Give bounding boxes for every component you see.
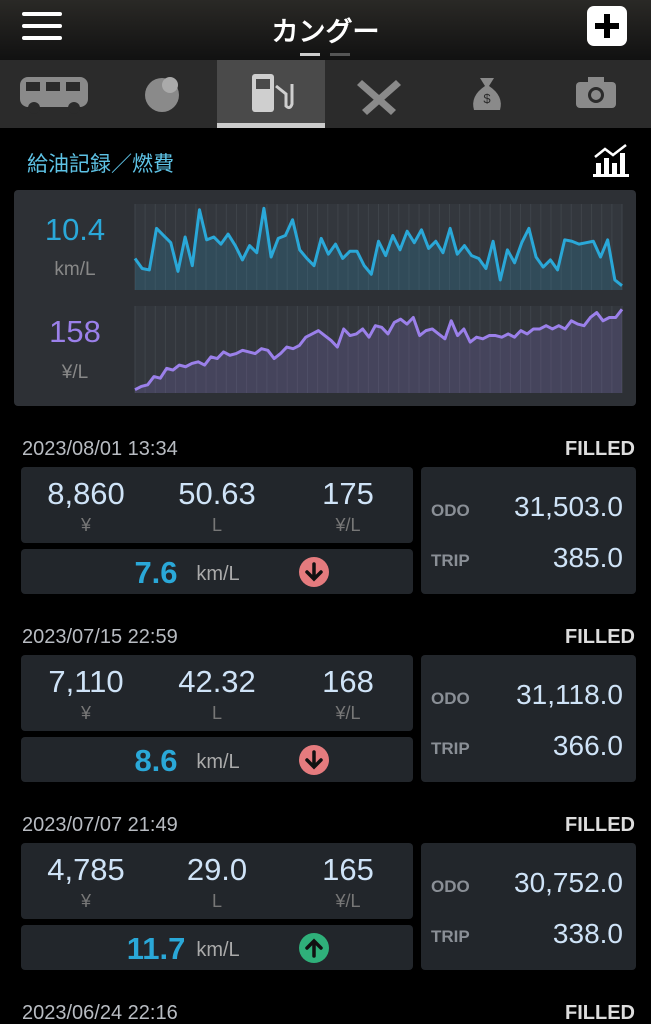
efficiency-box[interactable] [21,737,413,782]
trip-label: TRIP [431,739,470,758]
avg-price: 158 [49,314,101,349]
odo-box[interactable] [421,467,636,594]
record-cost: 7,110 [48,664,124,699]
odo-label: ODO [431,501,470,520]
record-liters: 29.0 [186,852,248,887]
tab-expense[interactable]: $ [473,78,501,110]
page-dot [300,53,320,56]
record-cost-unit: ¥ [80,515,92,535]
record-price-unit: ¥/L [335,891,361,911]
trend-icon [299,745,329,775]
efficiency-box[interactable] [21,549,413,594]
fuel-box[interactable] [21,467,413,543]
menu-button[interactable] [22,12,62,42]
record-efficiency-unit: km/L [196,563,240,585]
odo-label: ODO [431,689,470,708]
record-cost: 8,860 [47,476,125,511]
odo-label: ODO [431,877,470,896]
odo-value: 31,118.0 [516,679,623,710]
trend-icon [299,557,329,587]
sparklines [133,204,624,393]
record-liters: 50.63 [178,476,256,511]
chart-panel: 10.4 km/L 158 ¥/L [14,190,636,406]
record-liters-unit: L [211,515,223,535]
tab-bar: $ [0,60,651,128]
top-bar: カングー [0,0,651,60]
record-date: 2023/08/01 13:34 [22,438,178,460]
record-date: 2023/06/24 22:16 [22,1002,178,1024]
svg-text:$: $ [483,91,491,106]
chart-button[interactable] [593,143,629,177]
spark-area [135,309,622,393]
record-efficiency-unit: km/L [196,939,240,961]
tab-map[interactable] [145,77,179,112]
record-efficiency-unit: km/L [196,751,240,773]
trip-value: 338.0 [552,918,623,949]
spark-line [133,206,623,287]
record-cost-unit: ¥ [80,891,92,911]
avg-efficiency: 10.4 [44,212,106,247]
record-status: FILLED [565,438,635,460]
title: カングー [271,17,380,47]
trip-value: 385.0 [552,542,623,573]
price-unit: ¥/L [61,362,89,383]
fuel-box[interactable] [21,843,413,919]
spark-line [134,308,624,392]
trip-label: TRIP [431,551,470,570]
odo-box[interactable] [421,655,636,782]
odo-box[interactable] [421,843,636,970]
record-price: 175 [322,476,374,511]
record-status: FILLED [565,626,635,648]
section-title: 給油記録／燃費 [27,153,174,176]
record-price-unit: ¥/L [335,515,361,535]
tab-maintenance[interactable] [357,80,401,115]
record-liters-unit: L [211,891,223,911]
trip-value: 366.0 [552,730,623,761]
record-cost: 4,785 [47,852,125,887]
efficiency-box[interactable] [21,925,413,970]
record-efficiency: 7.6 [134,555,178,590]
fuel-box[interactable] [21,655,413,731]
record-price: 168 [322,664,374,699]
trend-icon [299,933,329,963]
record-efficiency: 8.6 [134,743,178,778]
record-price-unit: ¥/L [335,703,361,723]
trip-label: TRIP [431,927,470,946]
tab-fuel[interactable] [252,74,294,112]
record-efficiency: 11.7 [126,931,186,966]
record-liters-unit: L [211,703,223,723]
add-button[interactable] [587,6,627,46]
page-dot [330,53,350,56]
odo-value: 31,503.0 [514,491,623,522]
record-date: 2023/07/15 22:59 [22,626,178,648]
record-cost-unit: ¥ [80,703,92,723]
record-status: FILLED [565,814,635,836]
record-date: 2023/07/07 21:49 [22,814,178,836]
odo-value: 30,752.0 [514,867,623,898]
tab-photo[interactable] [576,77,616,108]
spark-area [135,208,622,290]
record-status: FILLED [565,1002,635,1024]
tab-vehicle[interactable] [20,77,88,114]
efficiency-unit: km/L [54,259,96,280]
record-price: 165 [322,852,374,887]
record-liters: 42.32 [178,664,256,699]
